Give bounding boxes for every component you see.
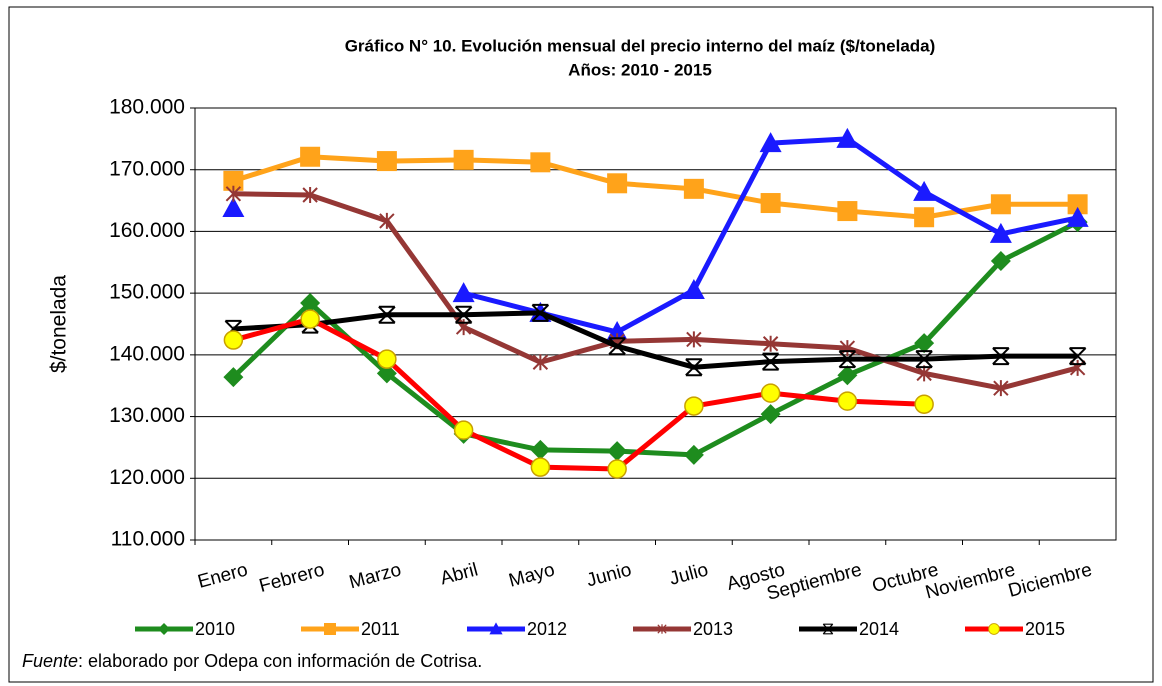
- data-point: [686, 331, 702, 348]
- y-tick-label: 130.000: [109, 404, 185, 427]
- data-point: [607, 459, 627, 479]
- data-point: [990, 194, 1011, 215]
- legend-marker: [324, 623, 336, 635]
- data-point: [993, 380, 1009, 397]
- data-point: [300, 146, 321, 167]
- data-point: [760, 193, 781, 214]
- data-point: [913, 180, 936, 201]
- chart-title: Gráfico N° 10. Evolución mensual del pre…: [345, 36, 936, 55]
- legend-label: 2012: [527, 619, 567, 639]
- data-point: [990, 251, 1011, 272]
- legend-marker: [822, 623, 834, 635]
- y-tick-label: 110.000: [111, 528, 185, 551]
- data-point: [453, 149, 474, 170]
- data-point: [223, 367, 244, 388]
- data-point: [760, 404, 781, 425]
- data-point: [839, 340, 856, 357]
- data-point: [379, 212, 395, 229]
- data-point: [377, 349, 397, 369]
- y-tick-label: 180.000: [109, 96, 185, 119]
- data-point: [530, 152, 551, 173]
- data-point: [683, 178, 704, 199]
- data-point: [685, 358, 703, 377]
- data-point: [225, 185, 242, 202]
- legend-label: 2013: [693, 619, 733, 639]
- y-tick-label: 150.000: [109, 281, 185, 304]
- data-point: [684, 396, 704, 416]
- data-point: [378, 305, 396, 324]
- y-axis-label: $/tonelada: [48, 275, 71, 373]
- data-point: [1067, 194, 1088, 215]
- data-point: [914, 333, 935, 354]
- legend-marker: [657, 624, 667, 634]
- data-point: [607, 173, 628, 194]
- data-point: [989, 222, 1012, 243]
- data-point: [837, 365, 858, 386]
- series-line: [233, 310, 1078, 370]
- data-point: [837, 201, 858, 222]
- y-tick-label: 170.000: [109, 157, 185, 180]
- data-point: [530, 439, 551, 460]
- data-point: [683, 444, 704, 465]
- chart-subtitle: Años: 2010 - 2015: [568, 60, 712, 79]
- legend-label: 2010: [195, 619, 235, 639]
- data-point: [1068, 347, 1087, 366]
- y-tick-label: 120.000: [109, 466, 185, 489]
- data-point: [453, 420, 474, 440]
- data-point: [760, 383, 781, 403]
- data-point: [302, 187, 318, 204]
- legend-marker: [489, 622, 503, 635]
- legend-label: 2015: [1025, 619, 1065, 639]
- data-point: [530, 457, 551, 477]
- data-point: [837, 391, 858, 411]
- data-point: [838, 350, 857, 369]
- data-point: [452, 282, 475, 303]
- legend-marker: [988, 623, 1000, 635]
- data-point: [300, 293, 321, 314]
- data-point: [682, 279, 705, 300]
- footer: Fuente: elaborado por Odepa con informac…: [22, 651, 482, 671]
- data-point: [608, 337, 626, 356]
- data-point: [836, 127, 859, 148]
- footer-label: Fuente: [22, 651, 78, 671]
- legend-marker: [158, 623, 170, 635]
- data-point: [300, 309, 320, 329]
- legend-label: 2011: [361, 619, 400, 639]
- y-tick-label: 140.000: [109, 342, 185, 365]
- series-line: [233, 191, 1079, 391]
- data-point: [454, 305, 473, 324]
- data-point: [224, 319, 243, 338]
- plot-area: [195, 108, 1116, 540]
- data-point: [607, 441, 628, 462]
- data-point: [915, 350, 933, 369]
- data-point: [914, 207, 935, 228]
- data-point: [992, 347, 1010, 366]
- data-point: [376, 363, 397, 384]
- data-point: [914, 394, 934, 414]
- y-tick-label: 160.000: [109, 219, 185, 242]
- data-point: [223, 170, 244, 191]
- footer-text: : elaborado por Odepa con información de…: [78, 651, 482, 671]
- series-line: [231, 219, 1079, 458]
- data-point: [376, 151, 397, 172]
- data-point: [1066, 206, 1089, 227]
- data-point: [761, 352, 780, 371]
- data-point: [762, 335, 779, 352]
- series-line: [232, 154, 1078, 220]
- data-point: [759, 132, 782, 153]
- data-point: [531, 303, 550, 322]
- legend-label: 2014: [859, 619, 899, 639]
- data-point: [223, 330, 244, 350]
- data-point: [532, 354, 549, 371]
- series-line: [232, 316, 925, 472]
- data-point: [222, 196, 245, 217]
